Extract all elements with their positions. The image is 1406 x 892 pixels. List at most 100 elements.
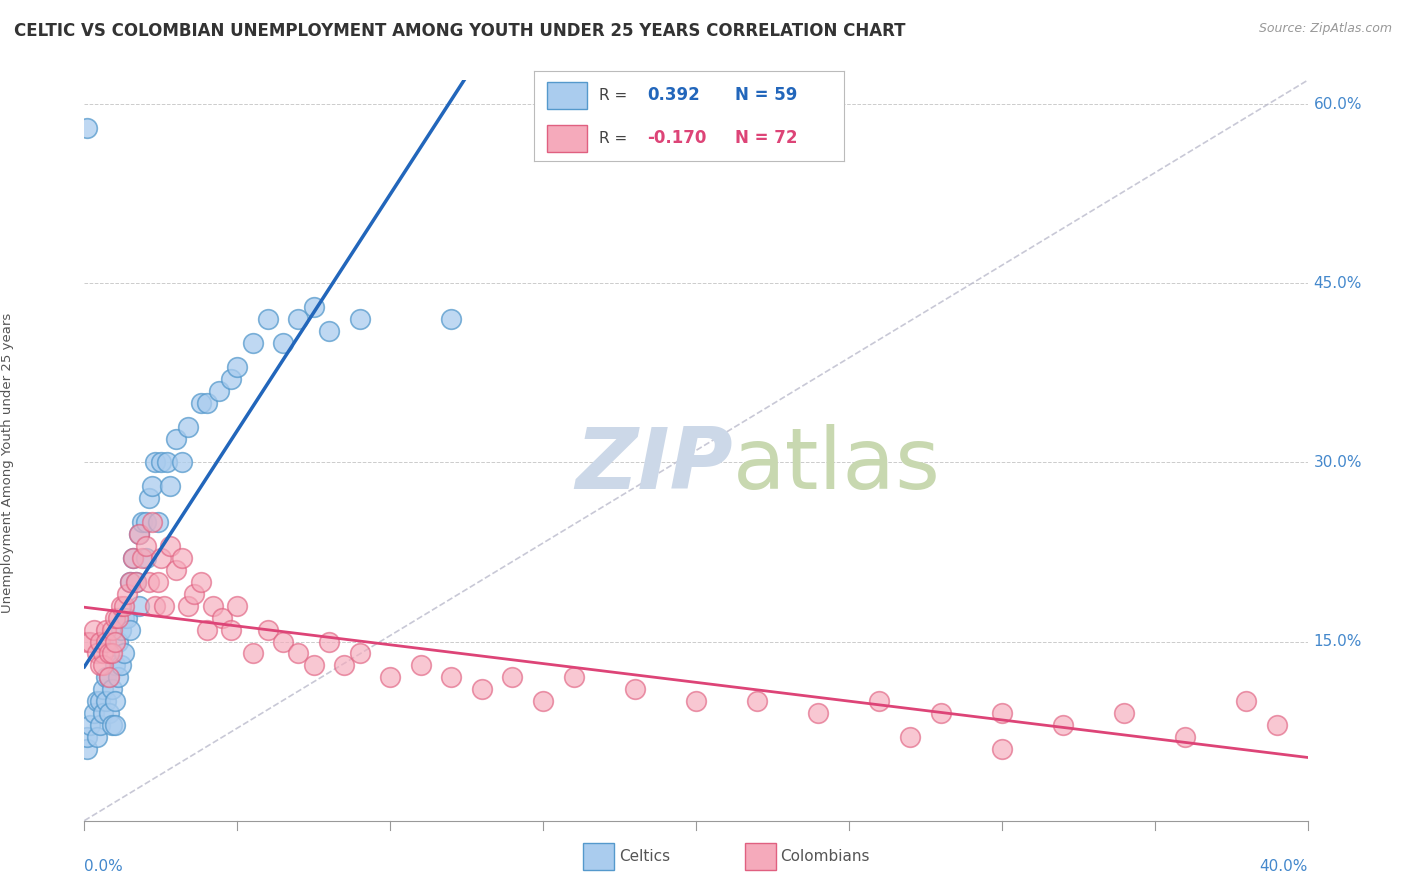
Text: atlas: atlas [733,424,941,507]
Point [83,706,105,721]
Point [1174,730,1197,744]
Point [183,587,205,601]
Point [76,730,98,744]
Point [91,682,114,697]
Text: N = 59: N = 59 [735,87,797,104]
Point [271,634,294,648]
Point [125,574,148,589]
Point [120,623,142,637]
Point [190,574,212,589]
Point [89,634,111,648]
Point [409,658,432,673]
Point [165,432,187,446]
Point [110,599,132,613]
Point [219,623,242,637]
Point [349,647,371,661]
Point [135,539,157,553]
Point [97,670,120,684]
Point [131,550,153,565]
Point [302,658,325,673]
Point [991,742,1014,756]
Point [120,574,142,589]
Point [747,694,769,708]
Point [929,706,952,721]
Point [101,623,124,637]
Point [211,610,233,624]
Point [333,658,356,673]
Text: ZIP: ZIP [575,424,733,507]
Text: R =: R = [599,131,633,145]
Point [685,694,707,708]
Point [138,491,160,506]
Point [143,455,166,469]
Point [89,718,111,732]
Point [562,670,585,684]
Point [1052,718,1074,732]
Point [115,610,138,624]
Point [104,718,127,732]
Text: Celtics: Celtics [619,849,669,863]
Point [112,610,135,624]
Point [91,647,114,661]
Text: R =: R = [599,88,633,103]
Text: 60.0%: 60.0% [1313,96,1362,112]
Point [208,384,231,398]
Point [257,623,280,637]
Point [91,706,114,721]
Point [149,550,172,565]
Point [131,515,153,529]
Point [271,336,294,351]
Point [89,658,111,673]
Point [219,372,242,386]
Point [172,455,194,469]
Point [201,599,224,613]
Point [165,563,187,577]
Point [440,312,463,326]
FancyBboxPatch shape [547,125,586,152]
Point [1265,718,1288,732]
Point [128,599,150,613]
Point [101,682,124,697]
Point [226,599,249,613]
Text: CELTIC VS COLOMBIAN UNEMPLOYMENT AMONG YOUTH UNDER 25 YEARS CORRELATION CHART: CELTIC VS COLOMBIAN UNEMPLOYMENT AMONG Y… [14,22,905,40]
Point [624,682,647,697]
Point [89,694,111,708]
Point [79,718,101,732]
Point [141,515,163,529]
Point [112,599,135,613]
Point [83,623,105,637]
Point [110,658,132,673]
Point [122,550,145,565]
Point [141,479,163,493]
Text: Colombians: Colombians [780,849,870,863]
Point [115,587,138,601]
Text: -0.170: -0.170 [647,129,707,147]
Point [107,610,129,624]
Point [138,574,160,589]
Point [242,647,264,661]
Point [76,742,98,756]
Point [349,312,371,326]
Point [104,658,127,673]
Point [807,706,830,721]
Point [97,647,120,661]
Point [79,634,101,648]
Point [440,670,463,684]
Text: Unemployment Among Youth under 25 years: Unemployment Among Youth under 25 years [1,312,14,613]
Point [287,647,309,661]
Point [156,455,179,469]
Point [318,324,340,338]
Point [226,359,249,374]
Point [1114,706,1136,721]
Point [135,515,157,529]
Point [120,574,142,589]
Point [195,395,218,409]
Point [146,515,169,529]
Point [107,634,129,648]
Text: 30.0%: 30.0% [1313,455,1362,470]
Text: 40.0%: 40.0% [1260,859,1308,874]
Point [149,455,172,469]
Point [91,658,114,673]
Point [380,670,402,684]
Point [287,312,309,326]
